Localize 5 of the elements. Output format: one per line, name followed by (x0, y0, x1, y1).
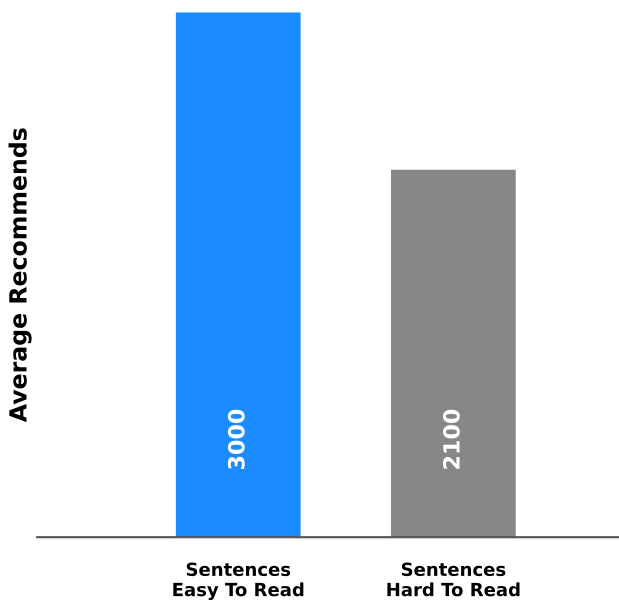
data-label: 3000 (228, 410, 245, 469)
y-axis-title: Average Recommends (8, 128, 32, 422)
x-tick-label: Sentences Easy To Read (173, 562, 304, 600)
x-tick-label: Sentences Hard To Read (387, 562, 520, 596)
data-label: 2100 (443, 410, 460, 469)
